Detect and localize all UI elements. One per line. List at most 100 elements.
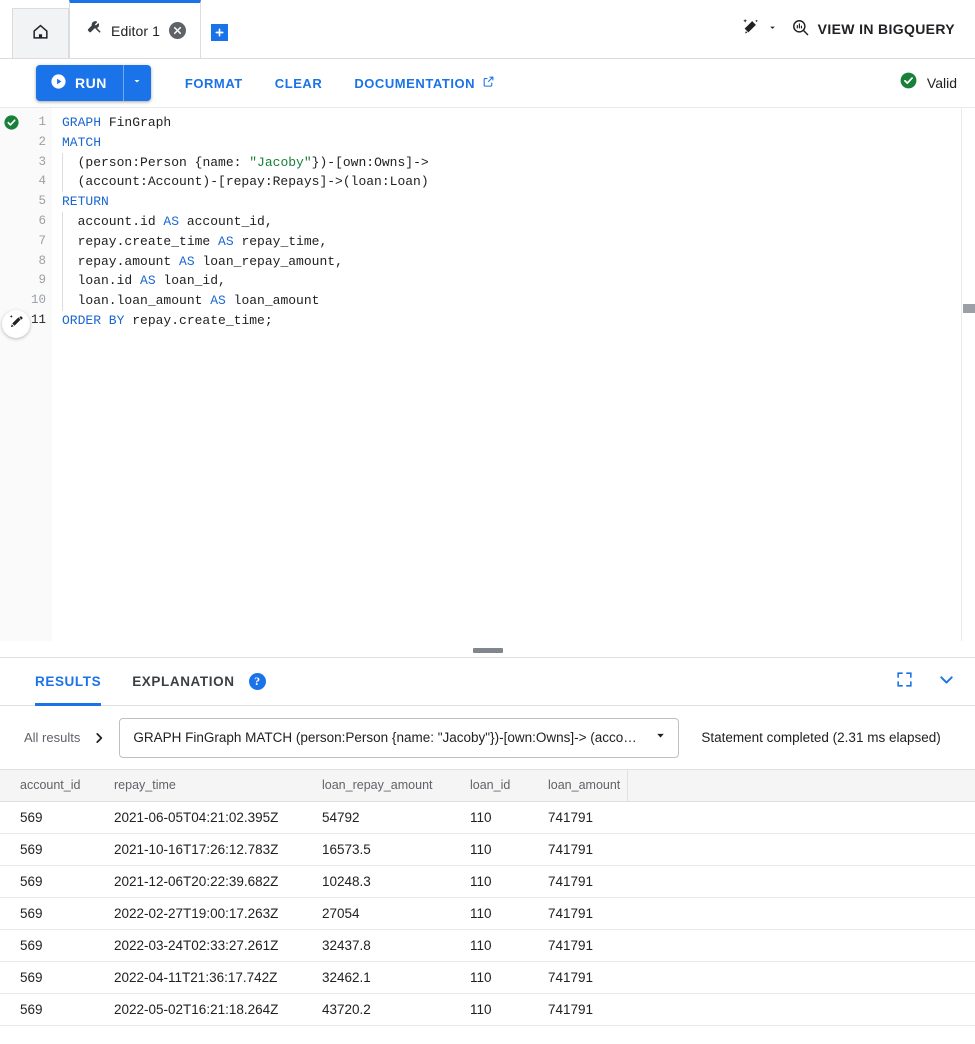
table-cell: 569 [0, 929, 100, 962]
fullscreen-icon[interactable] [895, 670, 914, 694]
run-button-group[interactable]: RUN [36, 65, 151, 101]
table-cell: 110 [456, 865, 534, 898]
table-row[interactable]: 569 2021-10-16T17:26:12.783Z 16573.5 110 741… [0, 833, 975, 866]
code-token: loan.loan_amount [62, 293, 211, 309]
table-cell: 54792 [308, 801, 456, 834]
table-empty-area [0, 1025, 975, 1044]
statement-select-value: GRAPH FinGraph MATCH (person:Person {nam… [133, 730, 637, 745]
line-number: 2 [38, 134, 46, 149]
code-line[interactable]: repay.amount AS loan_repay_amount, [52, 252, 975, 272]
chevron-right-icon [92, 731, 106, 745]
table-row[interactable]: 569 2021-12-06T20:22:39.682Z 10248.3 110 741… [0, 865, 975, 898]
table-column-header[interactable]: account_id [0, 770, 100, 802]
table-row[interactable]: 569 2022-05-02T16:21:18.264Z 43720.2 110 741… [0, 993, 975, 1026]
table-cell: 569 [0, 961, 100, 994]
table-column-header[interactable]: loan_amount [534, 770, 627, 802]
breadcrumb-all-results[interactable]: All results [24, 730, 81, 745]
magic-pencil-button[interactable] [2, 310, 30, 338]
magic-pencil-icon [8, 313, 25, 335]
editor-scrollbar[interactable] [961, 108, 975, 641]
table-row[interactable]: 569 2022-02-27T19:00:17.263Z 27054 110 74179… [0, 897, 975, 930]
code-token: : [132, 154, 141, 170]
code-line[interactable]: loan.id AS loan_id, [52, 271, 975, 291]
panel-resize-handle[interactable] [0, 641, 975, 658]
table-cell: 569 [0, 993, 100, 1026]
table-cell: 110 [456, 993, 534, 1026]
code-token: "Jacoby" [249, 154, 312, 170]
gemini-assist-button[interactable] [738, 14, 781, 44]
run-button-label: RUN [75, 75, 107, 91]
table-column-header[interactable]: repay_time [100, 770, 308, 802]
table-cell: 110 [456, 961, 534, 994]
home-tab[interactable] [12, 8, 69, 58]
code-token: (person [62, 154, 133, 170]
table-cell: 569 [0, 833, 100, 866]
code-line[interactable]: loan.loan_amount AS loan_amount [52, 291, 975, 311]
format-button[interactable]: FORMAT [177, 69, 251, 98]
drag-handle-icon [472, 648, 503, 653]
code-token: loan_id, [155, 273, 226, 289]
check-circle-icon [899, 71, 918, 95]
table-cell [627, 833, 975, 866]
code-line[interactable]: repay.create_time AS repay_time, [52, 232, 975, 252]
line-number: 3 [38, 154, 46, 169]
documentation-button[interactable]: DOCUMENTATION [346, 68, 503, 98]
code-line[interactable]: RETURN [52, 192, 975, 212]
code-token: account_id, [179, 213, 273, 229]
line-number: 11 [30, 312, 46, 327]
table-column-header[interactable]: loan_repay_amount [308, 770, 456, 802]
code-content[interactable]: GRAPH FinGraph MATCH (person:Person {name… [52, 108, 975, 641]
run-dropdown-button[interactable] [122, 65, 151, 101]
results-panel-actions [895, 669, 957, 695]
code-token: loan_amount [225, 293, 320, 309]
run-button[interactable]: RUN [36, 65, 123, 101]
code-line[interactable]: account.id AS account_id, [52, 212, 975, 232]
code-token: GRAPH [62, 115, 102, 130]
table-header-row: account_id repay_time loan_repay_amount loa… [0, 770, 975, 802]
code-line[interactable]: (account:Account)-[repay:Repays]->(loan:… [52, 172, 975, 192]
code-token: repay.create_time [62, 233, 219, 249]
table-row[interactable]: 569 2022-04-11T21:36:17.742Z 32462.1 110 741… [0, 961, 975, 994]
format-button-label: FORMAT [184, 75, 243, 91]
table-cell [627, 993, 975, 1026]
table-cell [627, 897, 975, 930]
table-cell: 16573.5 [308, 833, 456, 866]
tab-explanation[interactable]: EXPLANATION [132, 658, 234, 706]
tab-strip: Editor 1 [0, 0, 975, 59]
code-token: repay.amount [62, 253, 180, 269]
tabstrip-actions: VIEW IN BIGQUERY [738, 14, 975, 44]
table-cell: 10248.3 [308, 865, 456, 898]
code-line[interactable]: (person:Person {name: "Jacoby"})-[own:Ow… [52, 153, 975, 173]
view-in-bigquery-button[interactable]: VIEW IN BIGQUERY [791, 18, 955, 40]
table-row[interactable]: 569 2021-06-05T04:21:02.395Z 54792 110 74179… [0, 801, 975, 834]
tab-results-label: RESULTS [35, 674, 102, 689]
table-column-header[interactable] [626, 770, 975, 802]
line-number: 10 [30, 293, 46, 308]
editor-scrollbar-thumb[interactable] [963, 304, 975, 313]
table-cell: 2022-05-02T16:21:18.264Z [100, 993, 308, 1026]
tab-editor-1[interactable]: Editor 1 [69, 0, 202, 58]
clear-button[interactable]: CLEAR [267, 69, 331, 98]
help-icon[interactable]: ? [248, 673, 266, 690]
statement-select[interactable]: GRAPH FinGraph MATCH (person:Person {nam… [119, 717, 680, 758]
tab-editor-1-label: Editor 1 [111, 22, 161, 39]
code-line[interactable]: MATCH [52, 133, 975, 153]
table-cell: 2021-10-16T17:26:12.783Z [100, 833, 308, 866]
code-line[interactable]: GRAPH FinGraph [52, 113, 975, 133]
close-icon[interactable] [169, 22, 187, 39]
chevron-down-icon[interactable] [936, 669, 957, 695]
table-cell: 741791 [534, 993, 627, 1026]
view-in-bigquery-label: VIEW IN BIGQUERY [817, 21, 955, 37]
table-cell: 2021-12-06T20:22:39.682Z [100, 865, 308, 898]
add-tab-button[interactable] [201, 10, 237, 54]
table-column-header[interactable]: loan_id [456, 770, 534, 802]
code-line[interactable]: ORDER BY repay.create_time; [52, 311, 975, 331]
validation-status-label: Valid [926, 75, 957, 91]
tab-results[interactable]: RESULTS [35, 658, 102, 706]
home-icon [31, 22, 50, 46]
code-token: })-[own:Owns]-> [311, 154, 429, 170]
code-token: ORDER BY [62, 312, 125, 328]
results-tab-bar: RESULTS EXPLANATION ? [0, 658, 975, 706]
table-row[interactable]: 569 2022-03-24T02:33:27.261Z 32437.8 110 741… [0, 929, 975, 962]
table-cell: 741791 [534, 929, 627, 962]
